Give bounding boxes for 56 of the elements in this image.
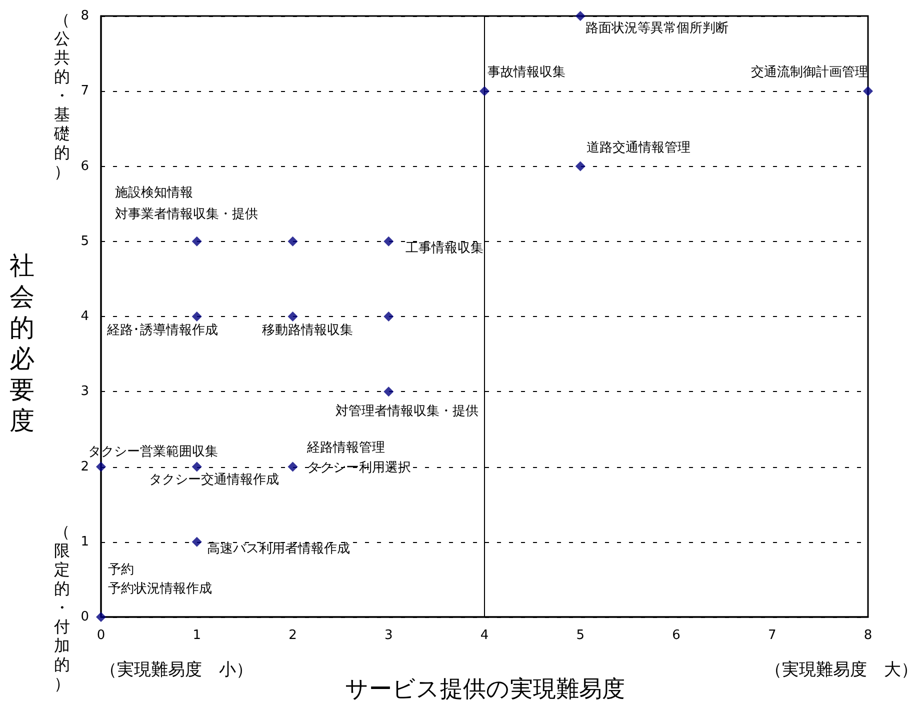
y-tick-label: 6 <box>80 158 89 174</box>
point <box>288 236 298 246</box>
annotation: 交通流制御計画管理 <box>751 64 868 80</box>
text: （公共的・基礎的） <box>54 10 70 181</box>
x-axis-title: サービス提供の実現難易度 <box>345 676 625 702</box>
y-tick-label: 8 <box>80 8 89 24</box>
point <box>480 86 490 96</box>
y-tick-label: 5 <box>80 234 89 249</box>
y-tick-label: 2 <box>80 459 89 474</box>
y-tick-label: 0 <box>80 610 89 624</box>
x-tick-label: 4 <box>480 628 489 643</box>
annotation: 施設検知情報 <box>115 186 193 200</box>
point <box>288 312 298 322</box>
annotation: タクシー交通情報作成 <box>148 471 279 488</box>
annotation: タクシー営業範囲収集 <box>88 444 218 460</box>
point <box>863 86 873 96</box>
y-tick-label: 4 <box>80 309 89 324</box>
annotation: 対管理者情報収集・提供 <box>336 403 479 420</box>
annotation: 予約状況情報作成 <box>108 582 212 596</box>
x-tick-label: 8 <box>864 628 872 643</box>
annotation: 事故情報収集 <box>488 65 566 80</box>
annotation: 道路交通情報管理 <box>586 139 690 156</box>
x-tick-label: 6 <box>672 628 680 643</box>
annotation: 経路情報管理 <box>306 440 385 456</box>
point <box>96 462 106 472</box>
point <box>384 386 394 397</box>
annotation: 高速バス利用者情報作成 <box>206 540 350 556</box>
point <box>192 236 202 246</box>
y-axis-title: 社会的必要度 <box>10 251 34 435</box>
point <box>384 236 394 246</box>
x-tick-label: 2 <box>288 628 297 643</box>
annotation: 予約 <box>108 562 134 578</box>
point <box>575 11 586 21</box>
point <box>288 462 298 472</box>
x-tick-label: 5 <box>576 628 585 643</box>
x-tick-label: 7 <box>768 628 776 643</box>
annotation: 工事情報収集 <box>406 240 484 256</box>
annotation: 対事業者情報収集・提供 <box>114 206 258 222</box>
point <box>575 161 586 172</box>
x-tick-label: 0 <box>96 628 106 643</box>
y-tick-label: 3 <box>80 384 89 400</box>
x-tick-label: 3 <box>384 628 393 643</box>
text: （実現難易度 小） <box>100 660 253 680</box>
y-tick-label: 7 <box>80 84 89 99</box>
point <box>192 312 202 322</box>
text: （限定的・付加的） <box>54 522 70 693</box>
annotation: 移動路情報収集 <box>262 323 353 338</box>
annotation: 経路･誘導情報作成 <box>106 323 218 338</box>
text: （実現難易度 大） <box>765 660 918 680</box>
annotation: 路面状況等異常個所判断 <box>585 21 728 36</box>
point <box>192 536 202 547</box>
x-tick-label: 1 <box>192 628 202 643</box>
point <box>384 312 394 322</box>
point <box>192 462 202 472</box>
point <box>96 612 106 622</box>
y-tick-label: 1 <box>80 534 89 550</box>
